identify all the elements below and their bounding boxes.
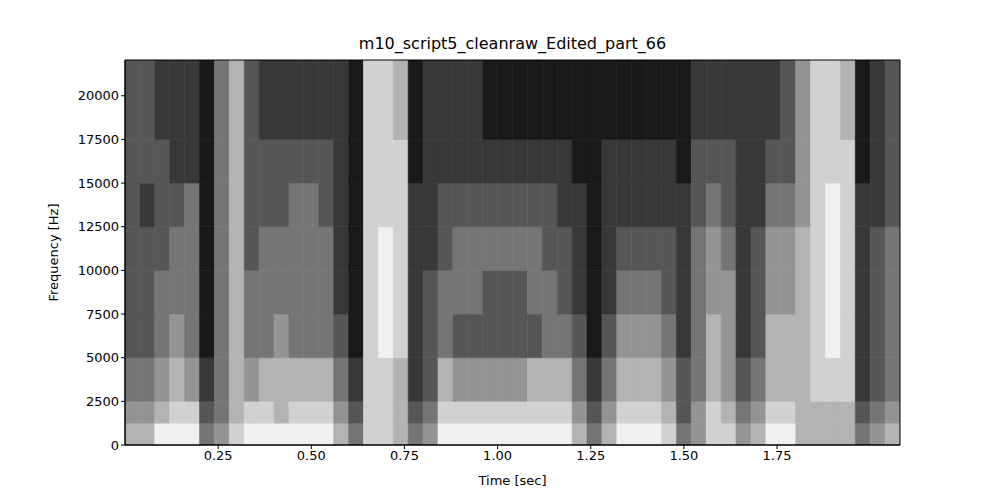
- svg-text:Time [sec]: Time [sec]: [477, 473, 546, 488]
- svg-text:1.00: 1.00: [483, 448, 512, 463]
- html-text:m10_script5_cleanraw_Edited_pa: m10_script5_cleanraw_Edited_part_66: [358, 34, 667, 53]
- svg-text:0.25: 0.25: [204, 448, 233, 463]
- svg-text:10000: 10000: [78, 263, 119, 278]
- svg-text:1.50: 1.50: [669, 448, 698, 463]
- svg-text:12500: 12500: [78, 219, 119, 234]
- svg-text:17500: 17500: [78, 132, 119, 147]
- svg-text:1.25: 1.25: [576, 448, 605, 463]
- svg-text:2500: 2500: [86, 394, 119, 409]
- svg-text:20000: 20000: [78, 88, 119, 103]
- svg-text:0.75: 0.75: [390, 448, 419, 463]
- svg-text:7500: 7500: [86, 307, 119, 322]
- svg-text:5000: 5000: [86, 350, 119, 365]
- svg-text:0.50: 0.50: [297, 448, 326, 463]
- svg-text:1.75: 1.75: [763, 448, 792, 463]
- svg-text:0: 0: [111, 438, 119, 453]
- svg-text:15000: 15000: [78, 176, 119, 191]
- svg-text:Frequency [Hz]: Frequency [Hz]: [46, 203, 61, 301]
